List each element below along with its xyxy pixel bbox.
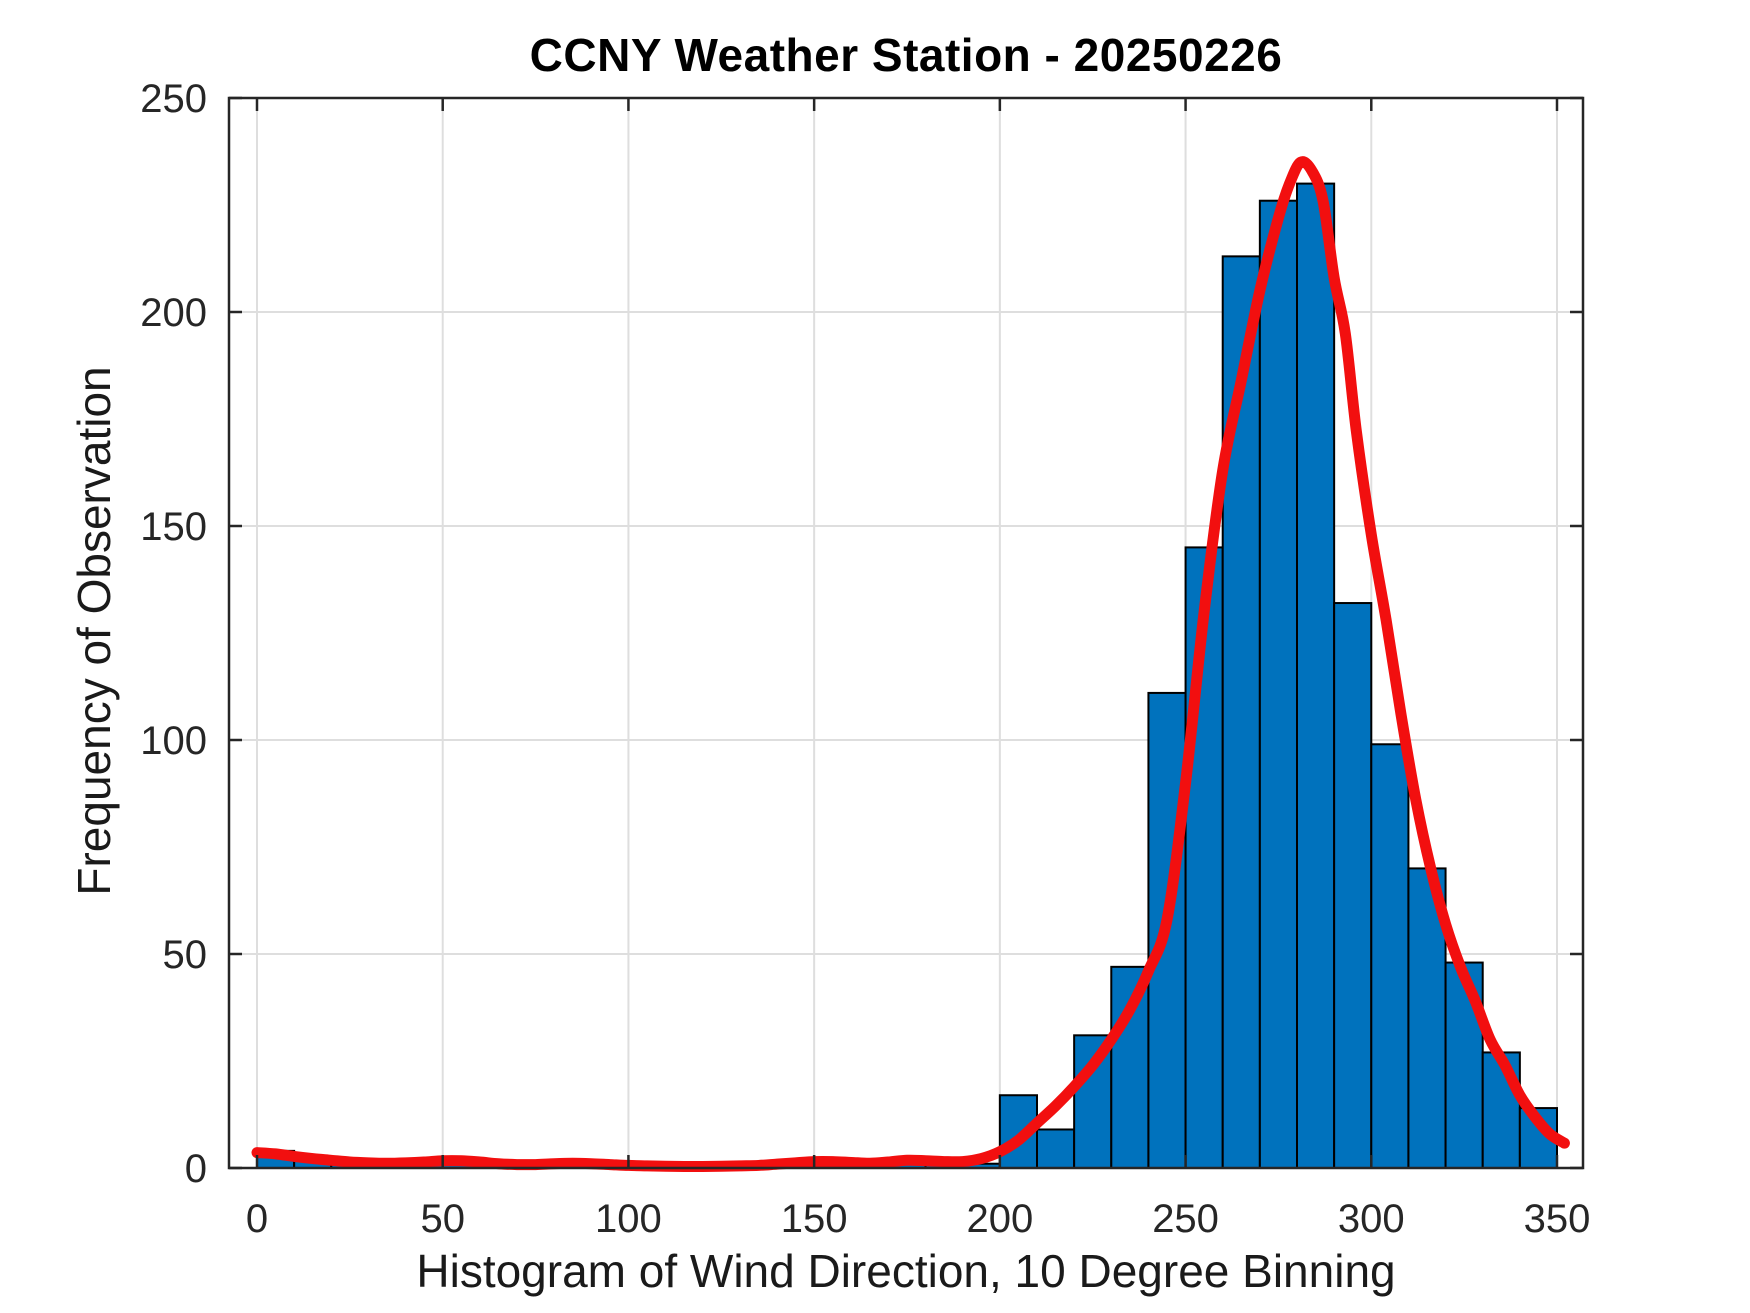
- y-tick-label: 200: [140, 291, 207, 335]
- histogram-bar: [1296, 182, 1336, 1170]
- x-tick-label: 50: [420, 1197, 465, 1241]
- y-tick-label: 150: [140, 505, 207, 549]
- x-tick-label: 150: [781, 1197, 848, 1241]
- x-tick-label: 100: [595, 1197, 662, 1241]
- y-tick-label: 100: [140, 719, 207, 763]
- x-axis-label: Histogram of Wind Direction, 10 Degree B…: [416, 1245, 1396, 1297]
- x-tick-label: 300: [1338, 1197, 1405, 1241]
- histogram-bar: [1221, 255, 1261, 1169]
- x-tick-label: 200: [966, 1197, 1033, 1241]
- y-tick-label: 0: [185, 1147, 207, 1191]
- x-tick-label: 350: [1524, 1197, 1591, 1241]
- histogram-bar: [1370, 743, 1410, 1170]
- histogram-bar: [1258, 199, 1299, 1170]
- chart-title: CCNY Weather Station - 20250226: [529, 29, 1283, 81]
- axis-box: [227, 96, 1585, 1170]
- y-tick-label: 50: [163, 933, 208, 977]
- x-tick-label: 0: [246, 1197, 268, 1241]
- y-tick-label: 250: [140, 77, 207, 121]
- histogram-bar: [1036, 1128, 1076, 1169]
- histogram-bar: [1110, 965, 1150, 1170]
- x-tick-label: 250: [1152, 1197, 1219, 1241]
- histogram-bar: [1333, 602, 1373, 1169]
- density-curve: [251, 156, 1570, 1173]
